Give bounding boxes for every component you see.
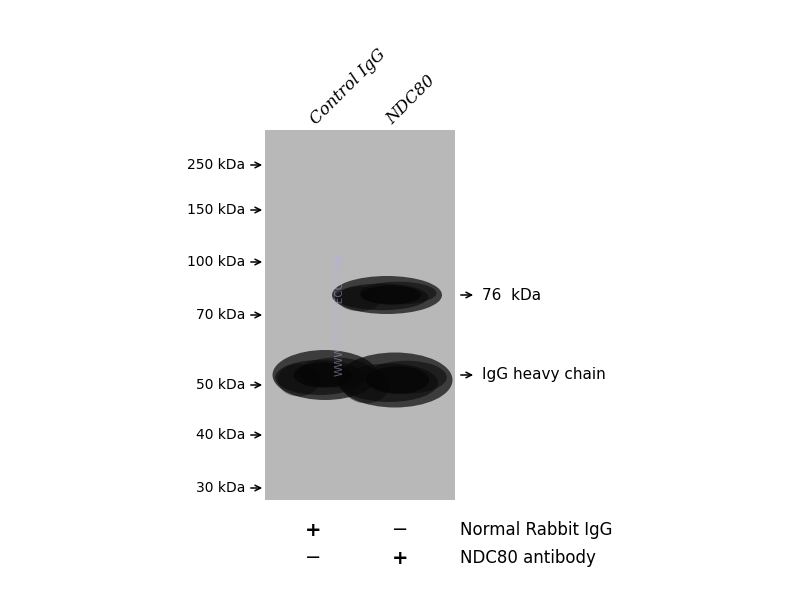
Ellipse shape (275, 360, 364, 395)
Text: +: + (392, 548, 408, 568)
Ellipse shape (338, 286, 382, 311)
Text: 50 kDa: 50 kDa (196, 378, 245, 392)
Ellipse shape (298, 358, 372, 388)
Ellipse shape (273, 350, 378, 400)
Text: IgG heavy chain: IgG heavy chain (482, 367, 606, 383)
Text: WWW.PTGLABECC.COM: WWW.PTGLABECC.COM (335, 254, 345, 376)
Text: 100 kDa: 100 kDa (186, 255, 245, 269)
Text: 70 kDa: 70 kDa (196, 308, 245, 322)
Text: −: − (305, 548, 321, 568)
Text: 250 kDa: 250 kDa (187, 158, 245, 172)
Text: 150 kDa: 150 kDa (186, 203, 245, 217)
Ellipse shape (340, 364, 438, 402)
Ellipse shape (334, 284, 428, 310)
Text: NDC80: NDC80 (383, 72, 438, 128)
Text: Normal Rabbit IgG: Normal Rabbit IgG (460, 521, 613, 539)
Ellipse shape (343, 368, 390, 403)
Ellipse shape (294, 362, 351, 388)
Text: +: + (305, 520, 322, 539)
Text: Control IgG: Control IgG (307, 46, 390, 128)
Ellipse shape (338, 352, 453, 407)
Ellipse shape (361, 286, 422, 304)
Ellipse shape (278, 364, 320, 396)
Text: 76  kDa: 76 kDa (482, 287, 541, 302)
Bar (265, 130, 455, 500)
Ellipse shape (366, 366, 429, 394)
Ellipse shape (359, 282, 437, 304)
Text: −: − (392, 520, 408, 539)
Text: 30 kDa: 30 kDa (196, 481, 245, 495)
Text: 40 kDa: 40 kDa (196, 428, 245, 442)
Ellipse shape (366, 361, 446, 394)
Text: NDC80 antibody: NDC80 antibody (460, 549, 596, 567)
Ellipse shape (332, 276, 442, 314)
